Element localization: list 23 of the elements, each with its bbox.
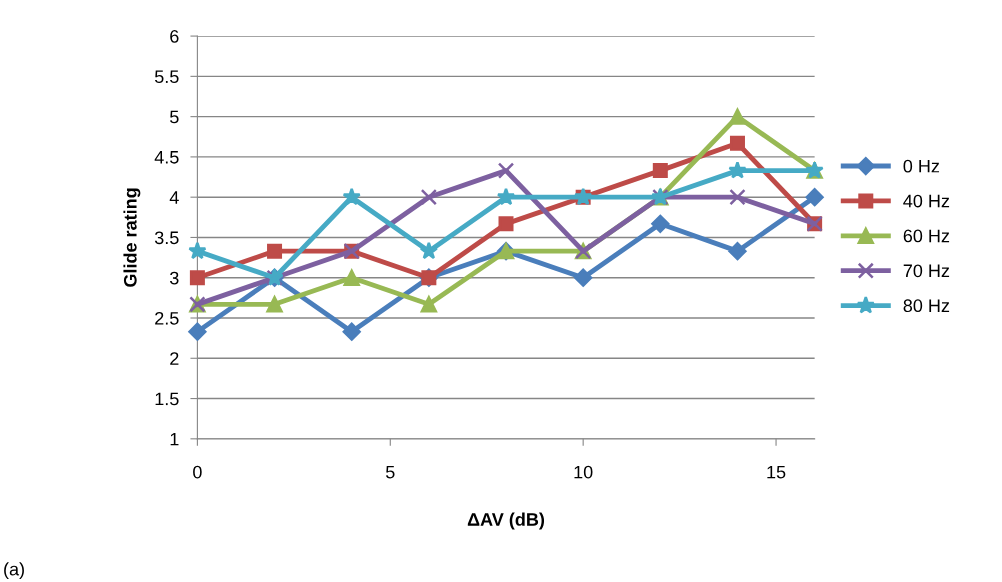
y-tick-label: 4.5 [154,151,179,164]
legend-label: 60 Hz [903,229,950,243]
legend-label: 70 Hz [903,264,950,278]
text: (a) [4,562,24,580]
legend-label: 40 Hz [903,194,950,208]
x-tick-label: 5 [385,465,395,479]
y-tick-label: 2.5 [155,311,179,325]
legend-label: 0 Hz [903,159,940,173]
x-tick-label: 10 [574,465,593,479]
y-tick-label: 5 [170,110,179,124]
x-tick-label: 15 [767,465,786,479]
y-tick-label: 6 [170,30,179,43]
y-tick-label: 2 [170,352,179,365]
y-tick-label: 4 [169,191,179,204]
x-axis-title: ΔAV (dB) [467,512,545,530]
y-tick-label: 3.5 [154,231,179,245]
legend-label: 80 Hz [903,299,950,313]
x-tick-label: 0 [193,465,202,479]
y-tick-label: 3 [169,271,179,285]
y-tick-label: 1 [170,432,179,446]
y-axis-title: Glide rating [123,188,141,287]
y-tick-label: 1.5 [155,392,179,406]
y-tick-label: 5.5 [154,70,179,84]
